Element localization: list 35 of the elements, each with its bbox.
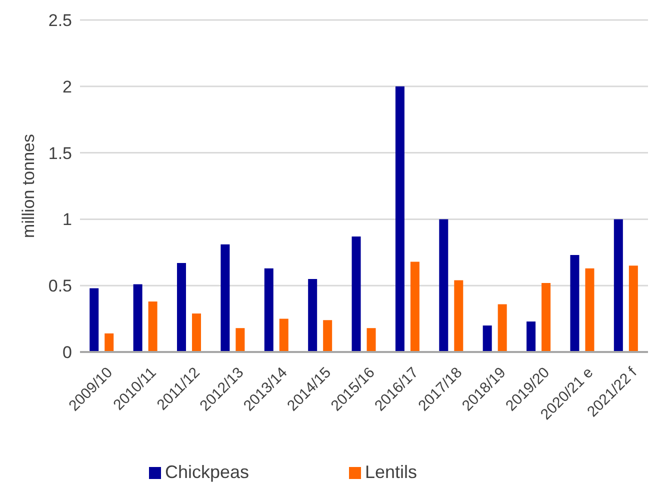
bar	[352, 236, 361, 352]
bar	[236, 328, 245, 352]
bar	[366, 328, 376, 352]
bar	[410, 262, 420, 352]
bar	[628, 266, 638, 352]
bar	[104, 333, 114, 352]
bar	[264, 268, 274, 352]
bar	[542, 282, 551, 352]
y-axis-title: million tonnes	[19, 134, 38, 238]
y-tick-label: 0	[62, 343, 72, 362]
bar	[308, 278, 318, 352]
bar	[454, 280, 464, 352]
bar	[176, 263, 186, 352]
bar	[570, 255, 580, 352]
bar	[585, 268, 594, 352]
bar	[323, 320, 332, 352]
y-tick-label: 1.5	[48, 144, 72, 163]
y-tick-label: 1	[62, 210, 72, 230]
bar	[133, 284, 142, 352]
bar	[220, 244, 230, 352]
bar	[526, 321, 536, 352]
bar	[482, 325, 492, 352]
bar	[614, 219, 623, 352]
bar	[395, 86, 404, 352]
bar	[498, 304, 507, 352]
bar	[439, 219, 448, 352]
y-tick-label: 2.5	[48, 11, 72, 30]
bar	[90, 288, 99, 352]
bar	[279, 318, 288, 352]
bar	[148, 302, 158, 352]
legend-label: Lentils	[365, 462, 418, 482]
y-tick-label: 0.5	[48, 276, 72, 296]
y-tick-label: 2	[62, 77, 72, 96]
legend-label: Chickpeas	[164, 462, 249, 482]
bar	[192, 313, 201, 352]
